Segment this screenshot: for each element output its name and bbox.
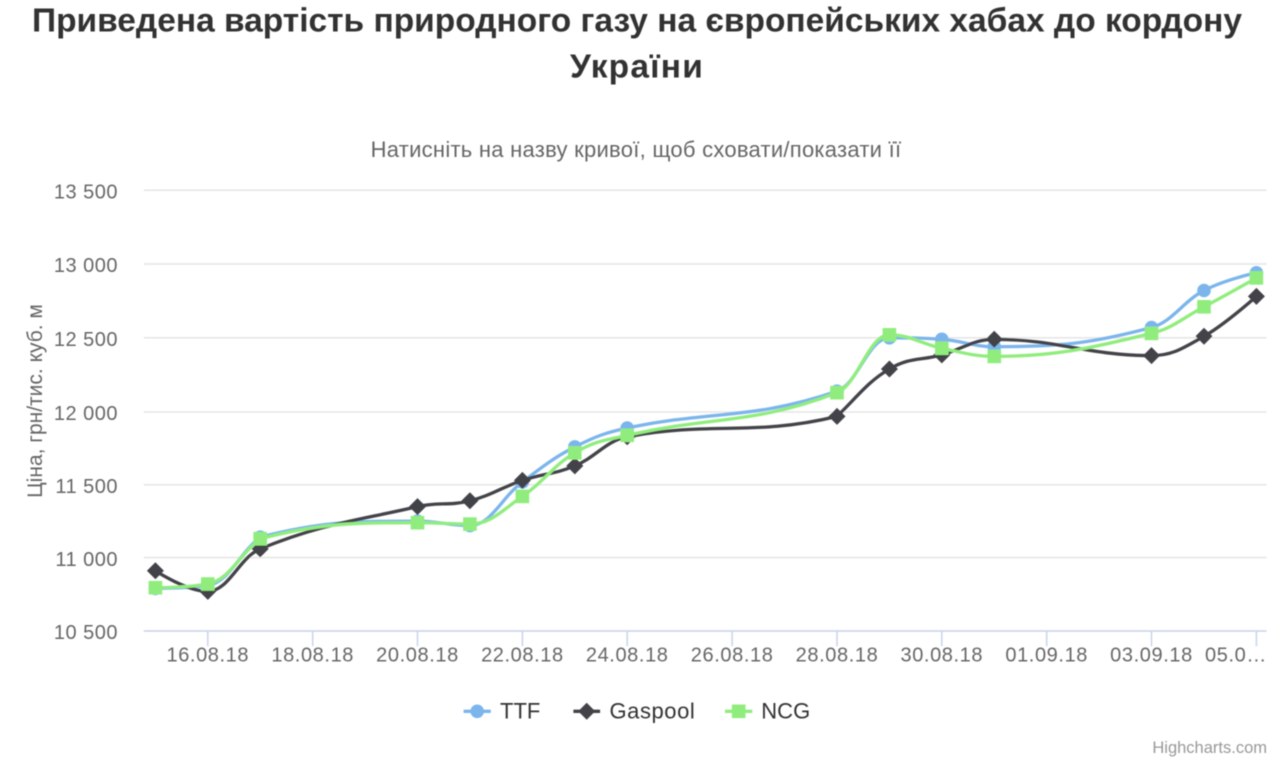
- svg-text:30.08.18: 30.08.18: [900, 645, 983, 667]
- svg-text:11 000: 11 000: [55, 549, 118, 571]
- svg-text:20.08.18: 20.08.18: [376, 645, 459, 667]
- svg-text:24.08.18: 24.08.18: [586, 645, 669, 667]
- svg-text:18.08.18: 18.08.18: [271, 645, 354, 667]
- svg-text:TTF: TTF: [500, 699, 540, 724]
- svg-text:України: України: [570, 49, 704, 86]
- svg-text:Приведена вартість природного: Приведена вартість природного газу на єв…: [32, 3, 1242, 40]
- svg-text:01.09.18: 01.09.18: [1005, 645, 1088, 667]
- svg-text:NCG: NCG: [761, 699, 810, 724]
- svg-text:13 500: 13 500: [54, 181, 118, 203]
- svg-text:Ціна, грн/тис. куб. м: Ціна, грн/тис. куб. м: [24, 304, 47, 498]
- svg-text:05.0…: 05.0…: [1205, 645, 1267, 667]
- svg-text:11 500: 11 500: [55, 476, 118, 498]
- svg-text:22.08.18: 22.08.18: [481, 645, 564, 667]
- svg-text:16.08.18: 16.08.18: [166, 645, 249, 667]
- svg-text:26.08.18: 26.08.18: [691, 645, 774, 667]
- svg-text:03.09.18: 03.09.18: [1110, 645, 1193, 667]
- svg-text:Натисніть на назву кривої, щоб: Натисніть на назву кривої, щоб сховати/п…: [371, 137, 902, 162]
- svg-text:12 000: 12 000: [54, 403, 118, 425]
- svg-text:Highcharts.com: Highcharts.com: [1152, 739, 1267, 757]
- svg-text:28.08.18: 28.08.18: [796, 645, 879, 667]
- svg-text:Gaspool: Gaspool: [610, 699, 696, 724]
- svg-text:10 500: 10 500: [54, 622, 118, 644]
- svg-text:13 000: 13 000: [54, 255, 118, 277]
- svg-text:12 500: 12 500: [54, 329, 118, 351]
